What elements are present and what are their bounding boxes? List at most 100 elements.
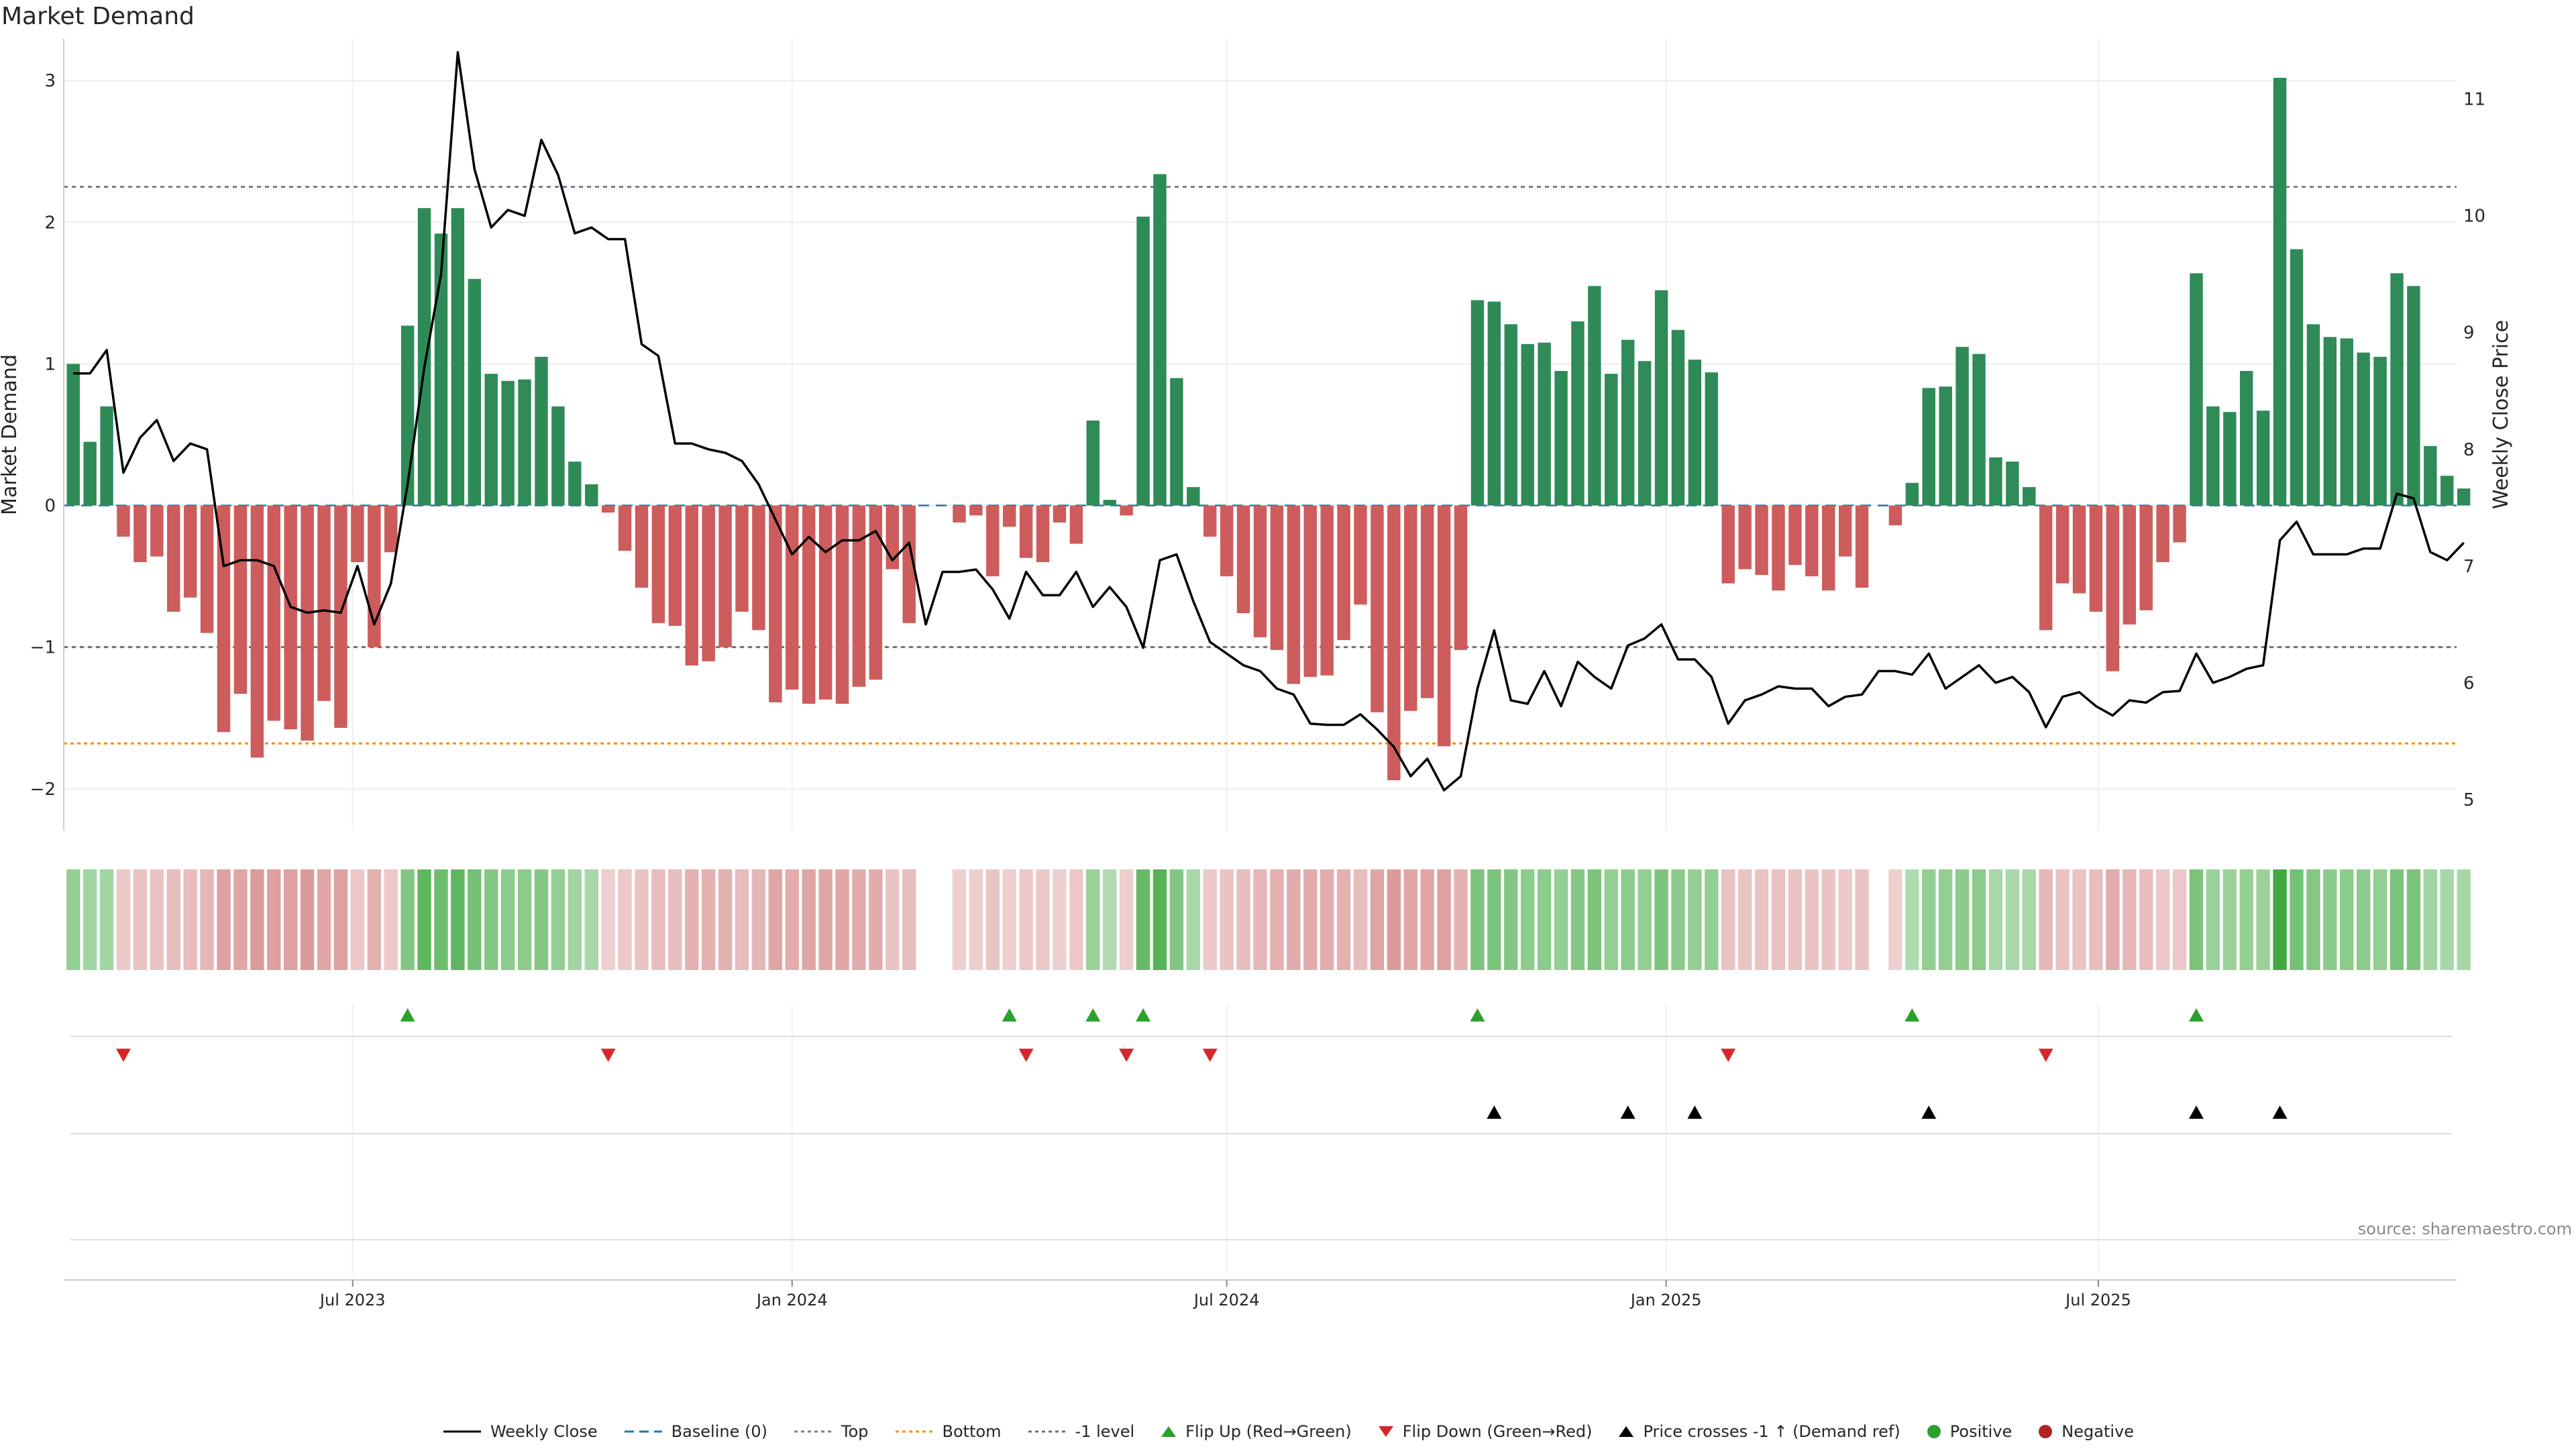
strip-cell <box>635 869 649 970</box>
flip-up-marker <box>1904 1008 1920 1022</box>
legend-item-weekly-close: Weekly Close <box>442 1422 598 1441</box>
bar-positive <box>1554 371 1568 506</box>
y-tick-label: 0 <box>44 496 56 517</box>
strip-cell <box>1721 869 1735 970</box>
strip-cell <box>852 869 866 970</box>
strip-cell <box>1169 869 1184 970</box>
strip-cell <box>1922 869 1936 970</box>
bar-positive <box>1605 374 1618 506</box>
strip-cell <box>768 869 783 970</box>
bar-negative <box>1437 505 1451 747</box>
bar-positive <box>468 278 482 506</box>
strip-cell <box>183 869 197 970</box>
strip-cell <box>1036 869 1050 970</box>
bar-negative <box>1354 505 1367 605</box>
bar-positive <box>551 406 565 506</box>
bar-positive <box>484 374 498 506</box>
legend: Weekly Close Baseline (0) Top Bottom -1 … <box>0 1422 2576 1441</box>
strip-cell <box>367 869 381 970</box>
y-tick-label: −1 <box>30 638 56 658</box>
strip-cell <box>1270 869 1284 970</box>
bar-negative <box>1755 505 1768 575</box>
bar-negative <box>1303 505 1317 677</box>
bar-positive <box>1571 321 1585 506</box>
bar-negative <box>133 505 147 562</box>
x-tick-label: Jan 2025 <box>1629 1291 1702 1309</box>
strip-cell <box>618 869 632 970</box>
demand-heat-strip <box>66 869 2471 970</box>
bar-positive <box>417 208 431 506</box>
strip-cell <box>1053 869 1067 970</box>
y2-tick-label: 5 <box>2463 790 2475 810</box>
strip-cell <box>1587 869 1602 970</box>
y-tick-label: 2 <box>44 213 56 233</box>
bar-positive <box>1922 388 1935 506</box>
bar-positive <box>1170 378 1183 506</box>
bar-negative <box>267 505 280 721</box>
bar-negative <box>618 505 632 551</box>
bar-positive <box>2290 249 2304 506</box>
strip-cell <box>1420 869 1434 970</box>
strip-cell <box>166 869 180 970</box>
legend-item-top: Top <box>793 1422 869 1441</box>
strip-cell <box>1103 869 1117 970</box>
legend-label: Top <box>841 1422 869 1441</box>
bar-positive <box>1905 482 1919 506</box>
strip-cell <box>718 869 733 970</box>
bar-positive <box>585 484 598 506</box>
strip-cell <box>1186 869 1201 970</box>
strip-cell <box>1821 869 1835 970</box>
strip-cell <box>835 869 849 970</box>
bar-negative <box>2173 505 2186 543</box>
bar-positive <box>2006 462 2019 506</box>
strip-cell <box>2423 869 2438 970</box>
bar-negative <box>735 505 749 612</box>
strip-cell <box>1387 869 1401 970</box>
strip-cell <box>2005 869 2020 970</box>
bar-negative <box>818 505 833 700</box>
strip-cell <box>1487 869 1501 970</box>
strip-cell <box>1470 869 1485 970</box>
bar-negative <box>1069 505 1083 544</box>
strip-cell <box>2206 869 2220 970</box>
price-cross-marker <box>2272 1106 2288 1119</box>
price-cross-marker <box>1921 1106 1937 1119</box>
strip-cell <box>2189 869 2204 970</box>
strip-cell <box>1437 869 1451 970</box>
strip-cell <box>1086 869 1100 970</box>
strip-cell <box>1570 869 1585 970</box>
strip-cell <box>2356 869 2371 970</box>
bar-positive <box>1939 386 1952 506</box>
bar-negative <box>317 505 331 701</box>
strip-cell <box>1988 869 2003 970</box>
legend-swatch-dotted-icon <box>794 1430 832 1433</box>
bar-positive <box>568 462 582 506</box>
flip-down-marker <box>600 1049 616 1062</box>
bar-positive <box>1688 360 1702 506</box>
bar-negative <box>802 505 816 704</box>
bar-negative <box>2089 505 2103 612</box>
strip-cell <box>1002 869 1016 970</box>
strip-cell <box>1705 869 1719 970</box>
bar-positive <box>2306 324 2320 506</box>
strip-cell <box>1604 869 1619 970</box>
strip-cell <box>2106 869 2120 970</box>
legend-item-flip-down: Flip Down (Green→Red) <box>1377 1422 1592 1441</box>
strip-cell <box>1303 869 1318 970</box>
legend-item-baseline: Baseline (0) <box>623 1422 767 1441</box>
legend-item-price-cross: Price crosses -1 ↑ (Demand ref) <box>1617 1422 1900 1441</box>
strip-cell <box>2440 869 2454 970</box>
bar-positive <box>2424 445 2437 506</box>
bar-negative <box>2039 505 2053 631</box>
strip-cell <box>217 869 231 970</box>
dot-green-icon <box>1927 1425 1941 1438</box>
bar-positive <box>1521 343 1534 506</box>
bar-negative <box>1053 505 1067 523</box>
strip-cell <box>785 869 799 970</box>
strip-cell <box>1220 869 1234 970</box>
flip-up-marker <box>1136 1008 1151 1022</box>
strip-cell <box>2055 869 2070 970</box>
bar-negative <box>1337 505 1350 641</box>
strip-cell <box>2039 869 2053 970</box>
bar-negative <box>301 505 314 741</box>
